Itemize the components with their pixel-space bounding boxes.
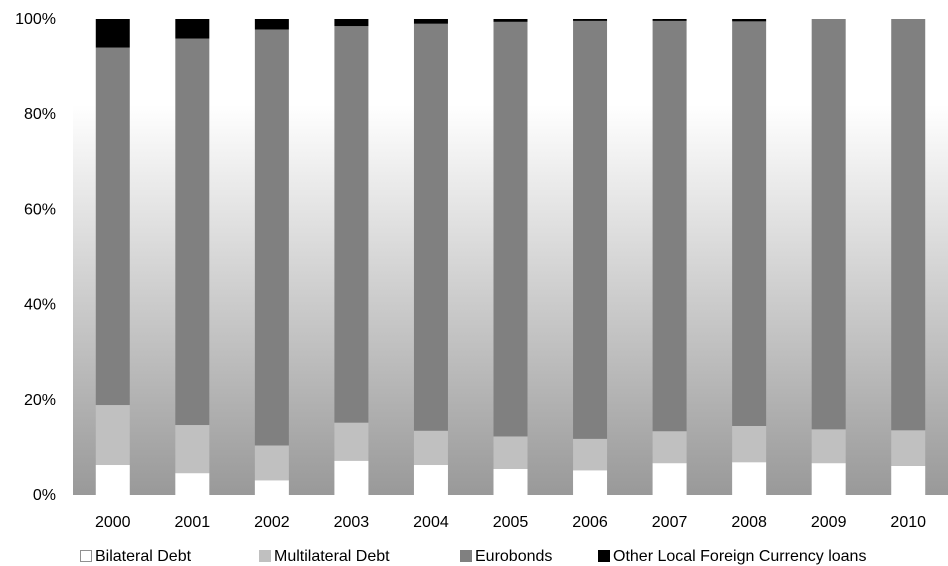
bar-segment-eurobonds-2010 — [891, 19, 926, 431]
y-tick-label: 20% — [24, 392, 56, 409]
x-tick-label: 2008 — [731, 514, 767, 531]
x-tick-label: 2005 — [493, 514, 529, 531]
legend-swatch-eurobonds — [460, 550, 472, 562]
bar-segment-other-local-foreign-currency-loans-2001 — [175, 19, 210, 39]
bar-segment-other-local-foreign-currency-loans-2004 — [413, 19, 448, 24]
bar-segment-other-local-foreign-currency-loans-2006 — [573, 19, 608, 21]
y-tick-label: 40% — [24, 297, 56, 314]
bar-segment-other-local-foreign-currency-loans-2002 — [254, 19, 289, 30]
bar-segment-eurobonds-2007 — [652, 20, 687, 432]
x-tick-label: 2007 — [652, 514, 688, 531]
x-tick-label: 2002 — [254, 514, 290, 531]
bars-group — [95, 19, 926, 495]
bar-segment-multilateral-debt-2004 — [413, 430, 448, 466]
bar-segment-multilateral-debt-2008 — [732, 425, 767, 463]
bar-segment-multilateral-debt-2007 — [652, 431, 687, 464]
bar-segment-bilateral-debt-2004 — [413, 465, 448, 495]
bar-segment-bilateral-debt-2003 — [334, 460, 369, 495]
legend-label-eurobonds: Eurobonds — [475, 548, 552, 565]
bar-segment-multilateral-debt-2009 — [811, 429, 846, 464]
x-tick-label: 2004 — [413, 514, 449, 531]
y-tick-label: 60% — [24, 201, 56, 218]
legend-label-bilateral-debt: Bilateral Debt — [95, 548, 192, 565]
bar-segment-multilateral-debt-2001 — [175, 425, 210, 474]
bar-segment-other-local-foreign-currency-loans-2005 — [493, 19, 528, 22]
x-tick-label: 2010 — [890, 514, 926, 531]
bar-segment-bilateral-debt-2000 — [95, 465, 130, 495]
bar-segment-multilateral-debt-2002 — [254, 445, 289, 481]
bar-segment-eurobonds-2009 — [811, 19, 846, 430]
x-tick-label: 2001 — [175, 514, 211, 531]
bar-segment-eurobonds-2004 — [413, 23, 448, 431]
x-tick-label: 2006 — [572, 514, 608, 531]
bar-segment-multilateral-debt-2003 — [334, 422, 369, 461]
bar-segment-bilateral-debt-2001 — [175, 473, 210, 495]
y-tick-label: 100% — [15, 11, 56, 28]
bar-segment-eurobonds-2005 — [493, 21, 528, 437]
bar-segment-multilateral-debt-2006 — [573, 438, 608, 471]
legend-label-other-local-foreign-currency-loans: Other Local Foreign Currency loans — [613, 548, 866, 565]
y-axis-tick-labels: 0% 20% 40% 60% 80% 100% — [15, 11, 56, 504]
x-tick-label: 2003 — [334, 514, 370, 531]
legend: Bilateral Debt Multilateral Debt Eurobonds… — [80, 548, 866, 565]
bar-segment-multilateral-debt-2005 — [493, 436, 528, 469]
y-tick-label: 80% — [24, 106, 56, 123]
bar-segment-bilateral-debt-2006 — [573, 470, 608, 495]
legend-swatch-multilateral-debt — [259, 550, 271, 562]
x-axis-tick-labels: 2000 2001 2002 2003 2004 2005 2006 2007 2008 2009… — [95, 514, 926, 531]
bar-segment-bilateral-debt-2002 — [254, 480, 289, 495]
legend-label-multilateral-debt: Multilateral Debt — [274, 548, 390, 565]
bar-segment-multilateral-debt-2010 — [891, 430, 926, 466]
x-tick-label: 2009 — [811, 514, 847, 531]
bar-segment-eurobonds-2000 — [95, 47, 130, 406]
x-tick-label: 2000 — [95, 514, 131, 531]
bar-segment-multilateral-debt-2000 — [95, 405, 130, 466]
bar-segment-other-local-foreign-currency-loans-2007 — [652, 19, 687, 21]
bar-segment-bilateral-debt-2005 — [493, 468, 528, 495]
y-tick-label: 0% — [33, 487, 56, 504]
bar-segment-other-local-foreign-currency-loans-2000 — [95, 19, 130, 48]
bar-segment-eurobonds-2008 — [732, 21, 767, 426]
bar-segment-eurobonds-2003 — [334, 26, 369, 423]
bar-segment-eurobonds-2006 — [573, 20, 608, 439]
bar-segment-bilateral-debt-2009 — [811, 463, 846, 495]
legend-swatch-other-local-foreign-currency-loans — [598, 550, 610, 562]
bar-segment-bilateral-debt-2007 — [652, 463, 687, 495]
bar-segment-eurobonds-2002 — [254, 29, 289, 446]
bar-segment-other-local-foreign-currency-loans-2008 — [732, 19, 767, 22]
legend-swatch-bilateral-debt — [80, 550, 92, 562]
bar-segment-other-local-foreign-currency-loans-2003 — [334, 19, 369, 27]
bar-segment-bilateral-debt-2008 — [732, 462, 767, 495]
bar-segment-eurobonds-2001 — [175, 38, 210, 426]
bar-segment-bilateral-debt-2010 — [891, 465, 926, 495]
